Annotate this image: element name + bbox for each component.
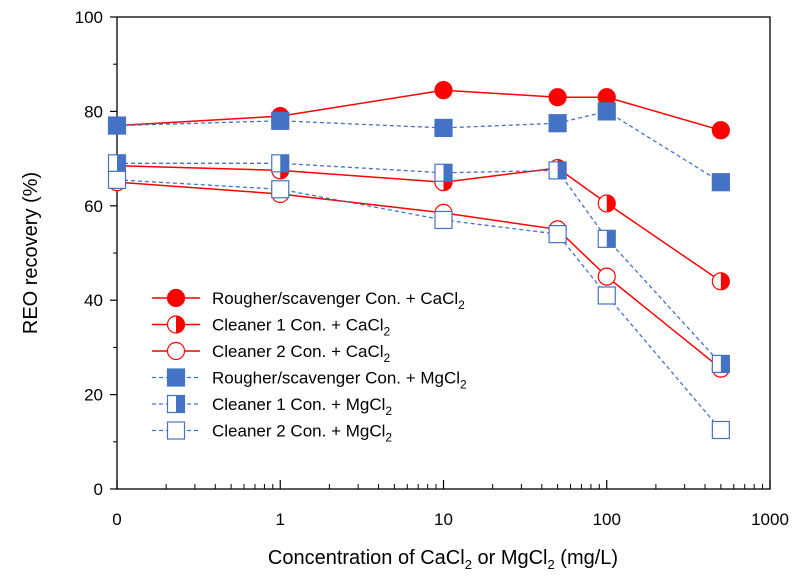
data-point [548, 88, 567, 107]
series [107, 170, 730, 440]
y-tick-label: 100 [75, 8, 103, 27]
data-point [597, 194, 616, 213]
legend-label: Cleaner 1 Con. + CaCl2 [212, 316, 391, 339]
legend-label: Cleaner 2 Con. + CaCl2 [212, 342, 391, 365]
series-line [116, 179, 722, 431]
series-line [116, 164, 722, 282]
x-axis-label: Concentration of CaCl2 or MgCl2 (mg/L) [268, 547, 618, 572]
series [107, 173, 730, 378]
legend-label: Cleaner 2 Con. + MgCl2 [212, 422, 392, 445]
data-point [434, 210, 453, 230]
series-line [116, 89, 722, 132]
legend-entry: Cleaner 2 Con. + MgCl2 [152, 421, 392, 445]
series [107, 102, 730, 192]
series-line [116, 110, 722, 183]
data-point [271, 180, 290, 199]
x-axis-label-main: Concentration of CaCl [268, 547, 465, 569]
data-point [548, 161, 567, 180]
x-tick-label: 0 [112, 510, 121, 529]
data-point [166, 394, 186, 414]
series-group [107, 81, 730, 440]
series [107, 154, 730, 374]
legend-entry: Rougher/scavenger Con. + CaCl2 [152, 288, 465, 312]
y-tick-label: 20 [84, 386, 103, 405]
legend-entry: Cleaner 2 Con. + CaCl2 [152, 341, 391, 365]
legend-label: Rougher/scavenger Con. + CaCl2 [212, 289, 465, 312]
data-point [597, 102, 616, 121]
series [107, 156, 730, 291]
y-axis-label: REO recovery (%) [20, 172, 42, 334]
y-tick-label: 80 [84, 102, 103, 121]
y-tick-label: 60 [84, 197, 103, 216]
x-tick-label: 100 [593, 510, 621, 529]
data-point [271, 154, 290, 173]
legend: Rougher/scavenger Con. + CaCl2 Cleaner 1 … [152, 288, 467, 445]
data-point [166, 315, 186, 334]
series-line [117, 162, 722, 365]
x-tick-label: 10 [434, 510, 453, 529]
x-axis-label-mid: or MgCl [472, 547, 548, 569]
legend-entry: Rougher/scavenger Con. + MgCl2 [152, 368, 467, 392]
ticks: 0 1 10 100 1000 0 20 40 60 80 100 [75, 8, 789, 529]
x-tick-label: 1000 [751, 510, 789, 529]
legend-entry: Cleaner 1 Con. + CaCl2 [152, 315, 391, 339]
data-point [548, 225, 567, 244]
y-tick-label: 40 [84, 291, 103, 310]
data-point [711, 121, 730, 140]
legend-label: Rougher/scavenger Con. + MgCl2 [212, 369, 467, 392]
x-tick-label: 1 [276, 510, 285, 529]
data-point [711, 173, 730, 192]
data-point [166, 341, 186, 361]
x-axis-label-end: (mg/L) [555, 547, 618, 569]
x-axis-label-sub2: 2 [548, 557, 555, 572]
y-tick-label: 0 [94, 480, 103, 499]
data-point [107, 154, 127, 173]
data-point [434, 118, 453, 138]
data-point [107, 170, 127, 189]
data-point [107, 116, 127, 135]
data-point [166, 368, 186, 387]
data-point [434, 81, 453, 100]
data-point [597, 229, 616, 248]
legend-entry: Cleaner 1 Con. + MgCl2 [152, 394, 392, 418]
data-point [166, 421, 186, 440]
data-point [271, 111, 290, 130]
data-point [711, 272, 730, 291]
data-point [597, 267, 616, 286]
data-point [711, 420, 730, 440]
data-point [166, 288, 186, 308]
data-point [434, 163, 453, 182]
series-line [116, 181, 722, 370]
x-axis-label-sub1: 2 [465, 557, 472, 572]
data-point [597, 286, 616, 305]
data-point [711, 354, 730, 374]
data-point [548, 114, 567, 133]
legend-label: Cleaner 1 Con. + MgCl2 [212, 395, 392, 418]
